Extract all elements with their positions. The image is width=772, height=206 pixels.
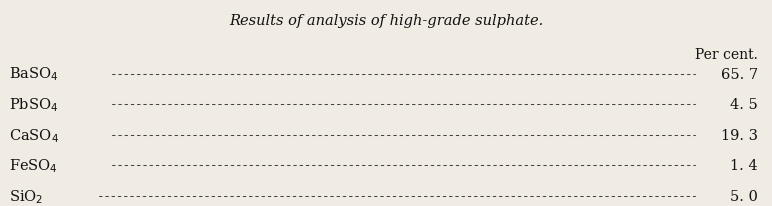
Text: 5. 0: 5. 0 xyxy=(730,189,758,203)
Text: FeSO$_4$: FeSO$_4$ xyxy=(9,157,58,174)
Text: CaSO$_4$: CaSO$_4$ xyxy=(9,126,59,144)
Text: 19. 3: 19. 3 xyxy=(721,128,758,142)
Text: SiO$_2$: SiO$_2$ xyxy=(9,187,43,205)
Text: 4. 5: 4. 5 xyxy=(730,98,758,112)
Text: 1. 4: 1. 4 xyxy=(730,159,758,173)
Text: PbSO$_4$: PbSO$_4$ xyxy=(9,96,59,114)
Text: 65. 7: 65. 7 xyxy=(721,67,758,81)
Text: Results of analysis of high-grade sulphate.: Results of analysis of high-grade sulpha… xyxy=(229,14,543,28)
Text: BaSO$_4$: BaSO$_4$ xyxy=(9,65,59,83)
Text: Per cent.: Per cent. xyxy=(696,47,758,61)
